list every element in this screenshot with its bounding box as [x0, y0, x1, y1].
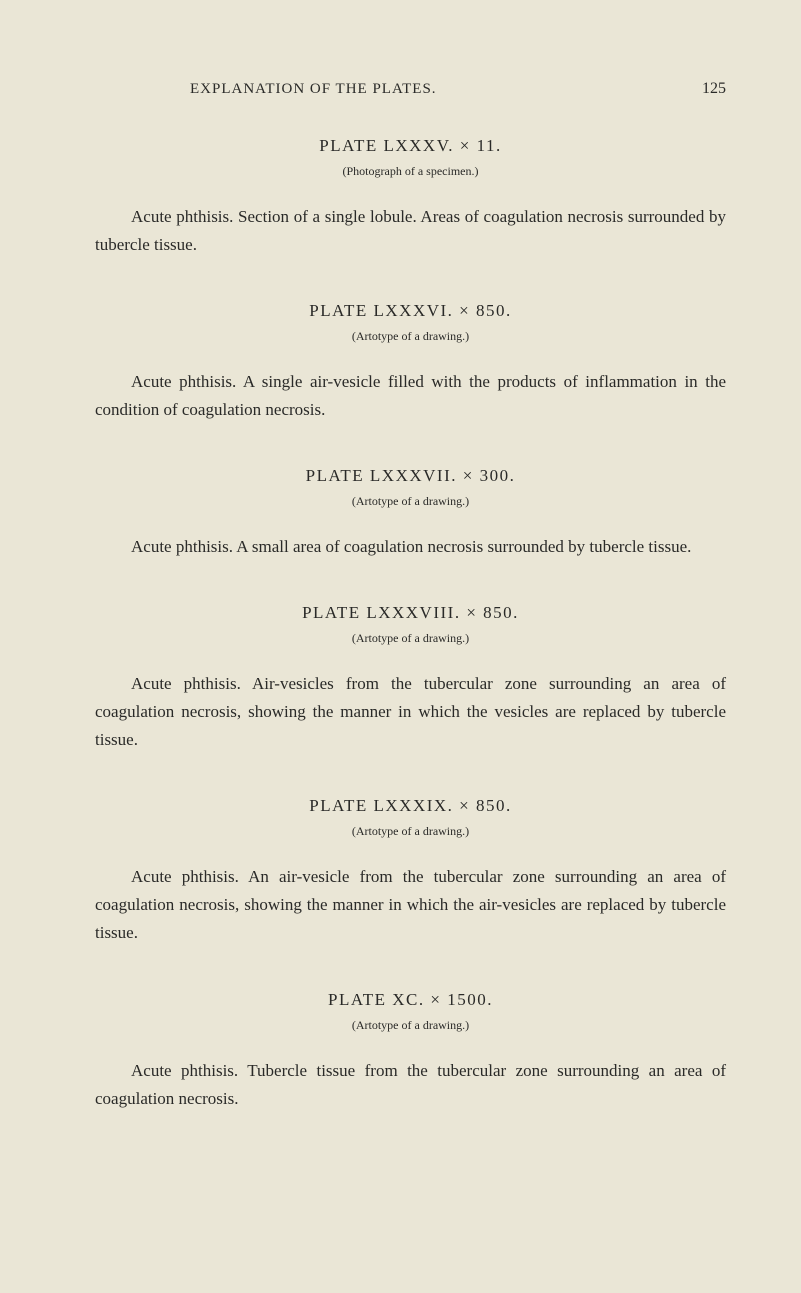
plate-section-5: PLATE LXXXIX. × 850. (Artotype of a draw…	[95, 796, 726, 947]
plate-caption: (Artotype of a drawing.)	[95, 1018, 726, 1033]
plate-body: Acute phthisis. A small area of coagulat…	[95, 533, 726, 561]
plate-body: Acute phthisis. Section of a single lobu…	[95, 203, 726, 259]
plate-section-6: PLATE XC. × 1500. (Artotype of a drawing…	[95, 990, 726, 1113]
plate-section-2: PLATE LXXXVI. × 850. (Artotype of a draw…	[95, 301, 726, 424]
plate-section-4: PLATE LXXXVIII. × 850. (Artotype of a dr…	[95, 603, 726, 754]
plate-title: PLATE LXXXV. × 11.	[95, 136, 726, 156]
plate-section-3: PLATE LXXXVII. × 300. (Artotype of a dra…	[95, 466, 726, 561]
plate-title: PLATE LXXXIX. × 850.	[95, 796, 726, 816]
plate-title: PLATE LXXXVII. × 300.	[95, 466, 726, 486]
plate-caption: (Photograph of a specimen.)	[95, 164, 726, 179]
page-header: EXPLANATION OF THE PLATES. 125	[95, 80, 726, 98]
plate-title: PLATE LXXXVIII. × 850.	[95, 603, 726, 623]
plate-caption: (Artotype of a drawing.)	[95, 631, 726, 646]
plate-caption: (Artotype of a drawing.)	[95, 824, 726, 839]
plate-title: PLATE LXXXVI. × 850.	[95, 301, 726, 321]
plate-section-1: PLATE LXXXV. × 11. (Photograph of a spec…	[95, 136, 726, 259]
plate-body: Acute phthisis. Air-vesicles from the tu…	[95, 670, 726, 754]
plate-caption: (Artotype of a drawing.)	[95, 329, 726, 344]
plate-body: Acute phthisis. A single air-vesicle fil…	[95, 368, 726, 424]
plate-caption: (Artotype of a drawing.)	[95, 494, 726, 509]
plate-title: PLATE XC. × 1500.	[95, 990, 726, 1010]
plate-body: Acute phthisis. Tubercle tissue from the…	[95, 1057, 726, 1113]
plate-body: Acute phthisis. An air-vesicle from the …	[95, 863, 726, 947]
running-head: EXPLANATION OF THE PLATES.	[190, 81, 437, 98]
page-number: 125	[702, 80, 726, 98]
